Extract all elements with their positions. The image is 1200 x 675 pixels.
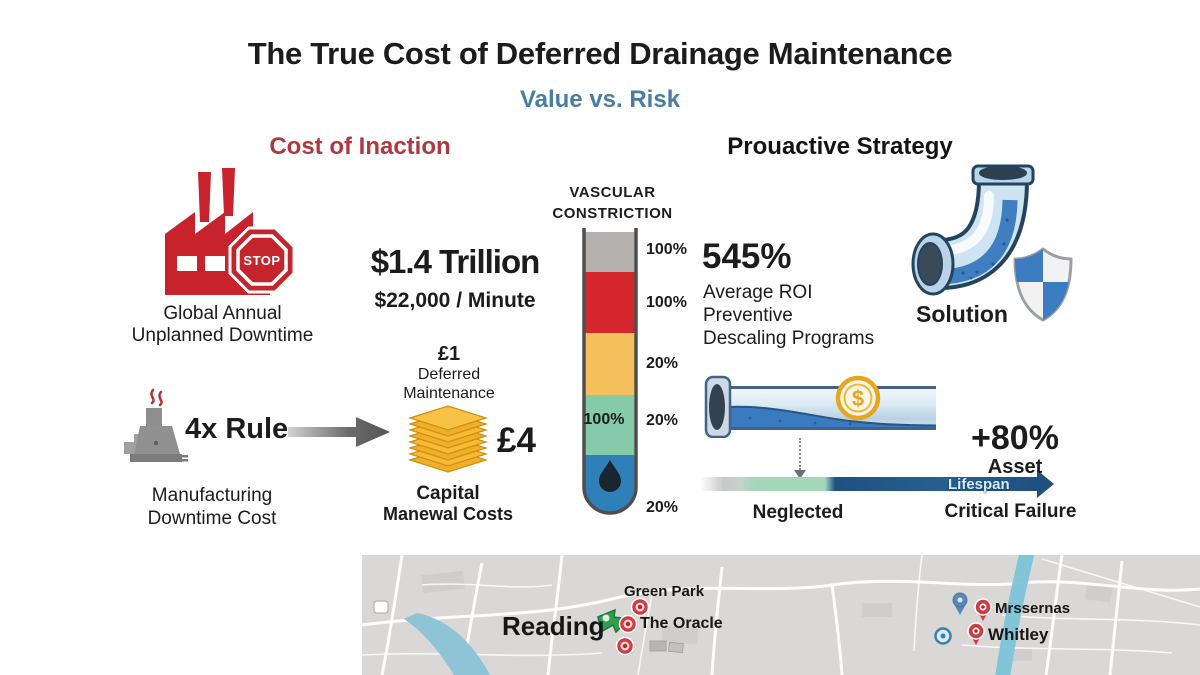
straight-pipe-icon: $ [704, 375, 936, 438]
roi-value: 545% [702, 237, 792, 276]
right-arrow-icon [288, 417, 390, 447]
city-map: Reading Green Park The Oracle Mrssernas … [362, 555, 1200, 675]
coin-stack-icon [408, 405, 488, 473]
lifespan-timeline-bar [700, 477, 1038, 491]
map-artwork [362, 555, 1200, 675]
test-tube-gauge [582, 228, 638, 515]
timeline-arrow-head [1037, 470, 1054, 498]
red-map-pin-icon [630, 597, 650, 617]
roi-caption: Average ROI Preventive Descaling Program… [703, 282, 875, 349]
map-pin-label: Mrssernas [995, 600, 1071, 617]
lifespan-value: +80% [971, 419, 1059, 457]
elbow-pipe-icon [911, 164, 1035, 296]
dotted-arrow-icon [799, 438, 801, 470]
dollar-symbol: $ [852, 386, 864, 411]
red-map-pin-icon [974, 598, 992, 621]
map-city-label: Reading [502, 611, 605, 641]
blue-map-pin-icon [952, 592, 968, 615]
capital-costs-caption: Capital Manewal Costs [382, 483, 514, 524]
target-circle-icon [934, 627, 952, 645]
gauge-segment [584, 395, 636, 455]
red-map-pin-icon [618, 614, 638, 634]
deferred-maintenance-label: £1 Deferred Maintenance [403, 343, 495, 402]
gauge-tick-label: 100% [646, 294, 687, 311]
lake [404, 613, 490, 675]
oil-drop-icon [599, 460, 621, 492]
map-pin-label: Green Park [624, 583, 705, 600]
map-pin-label: Whitley [988, 625, 1049, 644]
lifespan-asset-label: Asset [987, 456, 1043, 478]
dollar-coin-icon: $ [835, 375, 881, 421]
timeline-left-label: Neglected [752, 502, 844, 523]
stop-text: STOP [243, 253, 280, 268]
shield-icon [1013, 247, 1073, 322]
lifespan-bar-label: Lifespan [948, 476, 1010, 493]
river [995, 555, 1035, 675]
page-title: The True Cost of Deferred Drainage Maint… [247, 36, 953, 71]
gauge-segment [584, 333, 636, 395]
capital-cost-value: £4 [497, 421, 536, 460]
gauge-inner-label: 100% [583, 411, 625, 428]
gauge-tick-label: 20% [646, 355, 679, 372]
gauge-title: VASCULAR CONSTRICTION [552, 184, 673, 222]
gauge-tick-label: 20% [646, 412, 679, 429]
stop-sign-icon: STOP [228, 226, 296, 294]
downtime-cost-value: $1.4 Trillion [370, 243, 541, 280]
manufacturing-plant-icon [124, 388, 188, 462]
rule-value: 4x Rule [185, 413, 289, 445]
dotted-arrow-head [794, 470, 806, 479]
buildings-illegible-label [649, 640, 684, 654]
factory-stop-icon: STOP [165, 168, 296, 295]
gauge-tick-label: 20% [646, 499, 679, 516]
section-header-cost-of-inaction: Cost of Inaction [269, 133, 451, 160]
solution-label: Solution [916, 301, 1008, 327]
timeline-right-label: Critical Failure [944, 501, 1077, 522]
red-map-pin-icon [615, 636, 635, 656]
downtime-caption: Global Annual Unplanned Downtime [131, 303, 314, 346]
gauge-tick-label: 100% [646, 241, 687, 258]
section-header-proactive-strategy: Prouactive Strategy [727, 133, 953, 160]
rule-caption: Manufacturing Downtime Cost [147, 485, 277, 529]
gauge-segment [584, 272, 636, 333]
map-pin-label: The Oracle [640, 615, 723, 632]
road-shield-icon [373, 600, 389, 614]
downtime-cost-per-minute: $22,000 / Minute [374, 289, 536, 312]
gauge-segment [584, 232, 636, 272]
red-map-pin-icon [967, 622, 985, 645]
page-subtitle: Value vs. Risk [519, 86, 681, 113]
